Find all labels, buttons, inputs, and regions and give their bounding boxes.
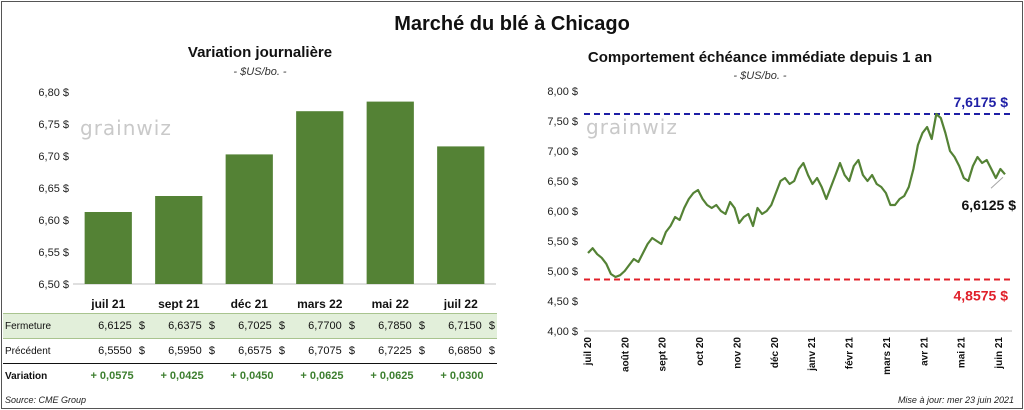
table-row-precedent: Précédent 6,5550 $ 6,5950 $ 6,6575 $ 6,7075… xyxy=(3,338,497,364)
x-tick-label: déc 20 xyxy=(770,337,781,369)
table-cell: 6,6125 xyxy=(77,313,134,339)
y-tick-label: 6,50 $ xyxy=(38,279,69,291)
variation-cell: + 0,0625 xyxy=(300,370,344,382)
bar-chart-title: Variation journalière xyxy=(187,44,333,61)
price-table: Fermeture 6,6125 $ 6,6375 $ 6,7025 $ 6,7700… xyxy=(3,313,497,388)
row-label: Variation xyxy=(5,370,48,382)
x-tick-label: mai 21 xyxy=(957,337,968,369)
main-title: Marché du blé à Chicago xyxy=(394,13,630,35)
currency-symbol: $ xyxy=(483,338,497,364)
variation-cell: + 0,0625 xyxy=(370,370,414,382)
currency-symbol: $ xyxy=(273,338,287,364)
currency-symbol: $ xyxy=(483,313,497,339)
currency-symbol: $ xyxy=(203,338,217,364)
table-cell: 6,7150 xyxy=(426,313,484,339)
y-tick-label: 6,00 $ xyxy=(547,206,578,218)
table-cell: 6,7075 xyxy=(286,338,344,364)
currency-symbol: $ xyxy=(413,313,427,339)
line-chart-unit: - $US/bo. - xyxy=(733,70,787,82)
y-tick-label: 6,55 $ xyxy=(38,247,69,259)
table-cell: 6,6375 xyxy=(147,313,204,339)
y-tick-label: 4,00 $ xyxy=(547,326,578,338)
y-tick-label: 8,00 $ xyxy=(547,86,578,98)
x-tick-label: janv 21 xyxy=(807,337,818,372)
table-cell: 6,7850 xyxy=(356,313,414,339)
source-note: Source: CME Group xyxy=(5,395,87,405)
x-tick-label: août 20 xyxy=(620,337,631,372)
bar xyxy=(155,196,203,284)
currency-symbol: $ xyxy=(343,313,357,339)
x-tick-label: juin 21 xyxy=(994,337,1005,370)
table-cell: 6,6850 xyxy=(426,338,484,364)
update-note: Mise à jour: mer 23 juin 2021 xyxy=(897,395,1014,405)
y-tick-label: 6,75 $ xyxy=(38,119,69,131)
variation-cell: + 0,0575 xyxy=(90,370,134,382)
x-tick-label: mars 21 xyxy=(882,337,893,375)
last-value-leader xyxy=(990,176,1004,189)
bar xyxy=(366,101,414,284)
y-tick-label: 6,80 $ xyxy=(38,87,69,99)
bar xyxy=(296,111,344,284)
bar-chart-unit: - $US/bo. - xyxy=(233,66,287,78)
x-tick-label: sept 20 xyxy=(658,337,669,372)
x-tick-label: juil 22 xyxy=(443,297,478,310)
currency-symbol: $ xyxy=(133,313,148,339)
currency-symbol: $ xyxy=(203,313,217,339)
bar xyxy=(225,154,273,284)
table-cell: 6,6575 xyxy=(217,338,274,364)
x-tick-label: oct 20 xyxy=(695,337,706,366)
bar xyxy=(84,212,132,284)
x-tick-label: avr 21 xyxy=(919,337,930,366)
bar-chart: 6,50 $ 6,55 $ 6,60 $ 6,65 $ 6,70 $ 6,75 $ 6,80… xyxy=(38,87,496,310)
variation-cell: + 0,0300 xyxy=(440,370,484,382)
y-tick-label: 5,00 $ xyxy=(547,266,578,278)
line-chart: 4,00 $ 4,50 $ 5,00 $ 5,50 $ 6,00 $ 6,50 $ 7,00… xyxy=(547,86,1017,375)
row-label: Fermeture xyxy=(3,313,78,339)
y-tick-label: 5,50 $ xyxy=(547,236,578,248)
x-tick-label: mars 22 xyxy=(297,297,343,310)
currency-symbol: $ xyxy=(343,338,357,364)
table-row-fermeture: Fermeture 6,6125 $ 6,6375 $ 6,7025 $ 6,7700… xyxy=(3,313,497,339)
x-tick-label: févr 21 xyxy=(845,337,856,370)
y-tick-label: 6,50 $ xyxy=(547,176,578,188)
y-tick-label: 4,50 $ xyxy=(547,296,578,308)
price-series-line xyxy=(587,112,1006,279)
x-tick-label: juil 21 xyxy=(90,297,125,310)
table-row-variation: Variation + 0,0575 + 0,0425 + 0,0450 + 0… xyxy=(3,364,497,389)
row-label: Précédent xyxy=(3,338,78,364)
table-cell: 6,5550 xyxy=(77,338,134,364)
table-cell: 6,5950 xyxy=(147,338,204,364)
x-tick-label: sept 21 xyxy=(158,297,200,310)
table-cell: 6,7225 xyxy=(356,338,414,364)
x-tick-label: nov 20 xyxy=(732,337,743,369)
variation-cell: + 0,0425 xyxy=(160,370,204,382)
line-chart-title: Comportement échéance immédiate depuis 1… xyxy=(587,49,933,66)
variation-cell: + 0,0450 xyxy=(230,370,274,382)
y-tick-label: 7,00 $ xyxy=(547,146,578,158)
y-tick-label: 6,65 $ xyxy=(38,183,69,195)
min-value-label: 4,8575 $ xyxy=(954,288,1009,304)
y-tick-label: 7,50 $ xyxy=(547,116,578,128)
last-value-label: 6,6125 $ xyxy=(962,197,1017,213)
x-tick-label: mai 22 xyxy=(372,297,410,310)
currency-symbol: $ xyxy=(413,338,427,364)
currency-symbol: $ xyxy=(273,313,287,339)
watermark-logo-right: grainwiz xyxy=(586,115,678,139)
x-tick-label: juil 20 xyxy=(583,337,594,367)
y-tick-label: 6,70 $ xyxy=(38,151,69,163)
y-tick-label: 6,60 $ xyxy=(38,215,69,227)
table-cell: 6,7700 xyxy=(286,313,344,339)
watermark-logo-left: grainwiz xyxy=(80,116,172,140)
currency-symbol: $ xyxy=(133,338,148,364)
max-value-label: 7,6175 $ xyxy=(954,94,1009,110)
x-tick-label: déc 21 xyxy=(231,297,269,310)
table-cell: 6,7025 xyxy=(217,313,274,339)
bar xyxy=(437,146,485,284)
